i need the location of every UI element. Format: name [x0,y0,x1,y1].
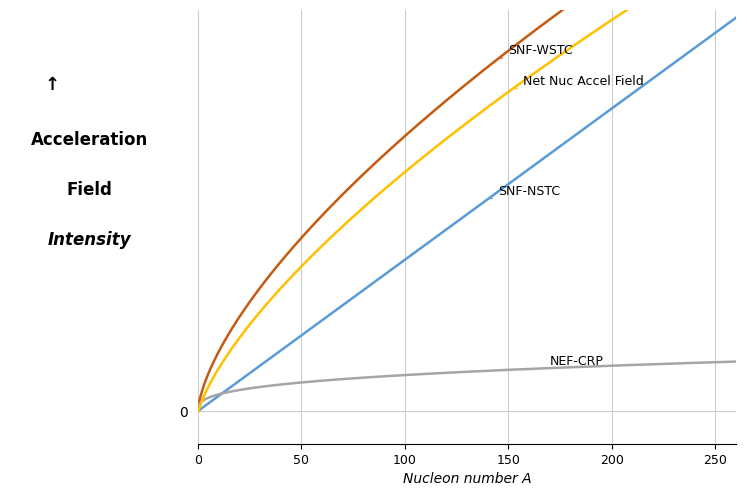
Text: Net Nuc Accel Field: Net Nuc Accel Field [515,75,643,89]
Text: SNF-WSTC: SNF-WSTC [500,44,573,58]
Text: ↑: ↑ [45,76,60,94]
Text: Acceleration: Acceleration [31,131,148,149]
Text: Field: Field [66,181,113,199]
Text: Intensity: Intensity [48,231,131,249]
Text: NEF-CRP: NEF-CRP [542,355,604,368]
X-axis label: Nucleon number A: Nucleon number A [403,473,531,487]
Text: SNF-NSTC: SNF-NSTC [490,185,560,199]
